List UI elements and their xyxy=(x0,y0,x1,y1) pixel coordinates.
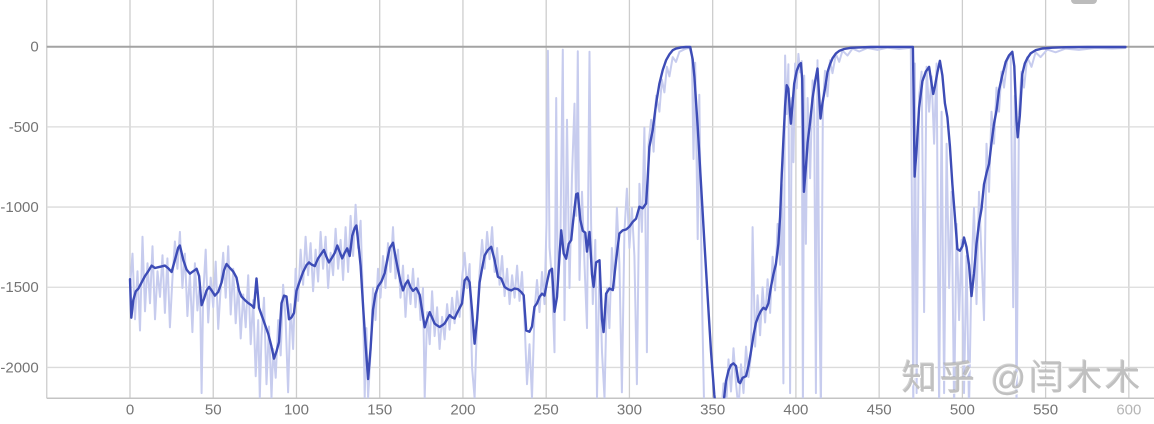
x-tick-label: 200 xyxy=(450,402,475,419)
smoothed-series-line xyxy=(128,45,1127,399)
x-tick-label: 400 xyxy=(783,402,808,419)
x-tick-label: 350 xyxy=(700,402,725,419)
x-tick-label: 100 xyxy=(284,402,309,419)
y-tick-label: -500 xyxy=(9,119,39,136)
y-tick-label: -1500 xyxy=(0,279,38,296)
x-tick-label: 150 xyxy=(367,402,392,419)
x-tick-label: 500 xyxy=(950,402,975,419)
x-tick-label: 250 xyxy=(534,402,559,419)
raw-series-line xyxy=(129,46,1127,399)
x-tick-label: 450 xyxy=(867,402,892,419)
collapsed-toolbar-handle-icon[interactable] xyxy=(1071,0,1097,4)
x-tick-label: 50 xyxy=(205,402,222,419)
x-tick-label: 300 xyxy=(617,402,642,419)
y-tick-label: -1000 xyxy=(0,199,38,216)
x-tick-label: 600 xyxy=(1116,402,1141,419)
zhihu-watermark: 知乎 @闫木木 xyxy=(902,359,1144,398)
y-tick-label: 0 xyxy=(30,39,38,56)
x-tick-label: 550 xyxy=(1033,402,1058,419)
x-tick-label: 0 xyxy=(126,402,134,419)
y-tick-label: -2000 xyxy=(0,359,38,376)
